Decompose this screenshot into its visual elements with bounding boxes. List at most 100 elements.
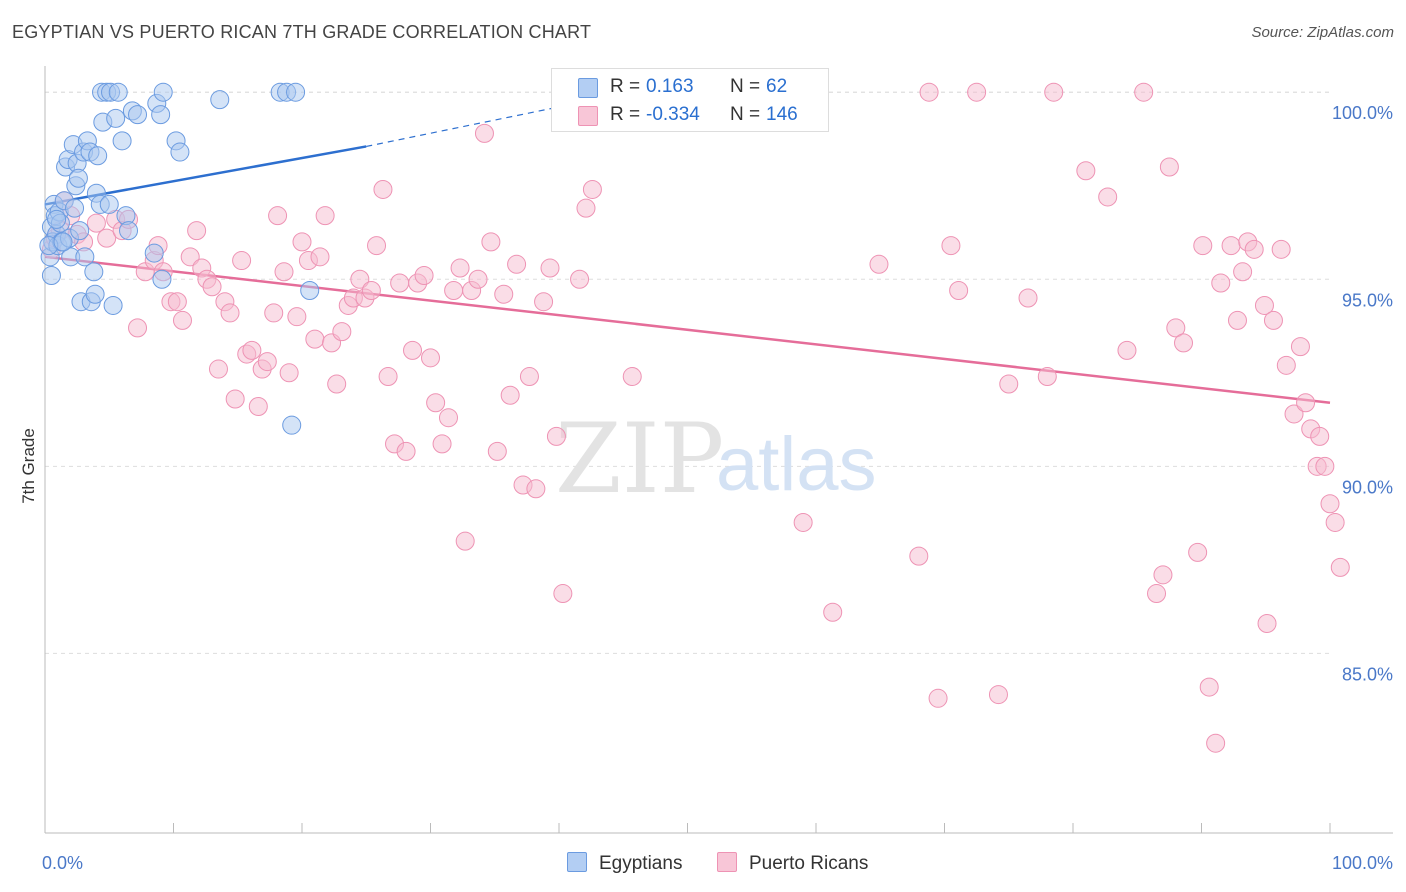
puerto-rican-point xyxy=(268,206,288,226)
puerto-rican-point xyxy=(287,307,307,327)
egyptian-point xyxy=(286,82,306,102)
puerto-rican-point xyxy=(1233,262,1253,282)
puerto-rican-point xyxy=(1263,310,1283,330)
puerto-rican-point xyxy=(390,273,410,293)
puerto-rican-point xyxy=(582,179,602,199)
egyptian-point xyxy=(84,262,104,282)
puerto-rican-point xyxy=(208,359,228,379)
puerto-rican-point xyxy=(1271,239,1291,259)
puerto-rican-point xyxy=(494,284,514,304)
puerto-rican-point xyxy=(919,82,939,102)
puerto-ricans-swatch xyxy=(578,106,598,126)
puerto-rican-point xyxy=(869,254,889,274)
puerto-rican-point xyxy=(519,367,539,387)
puerto-rican-point xyxy=(274,262,294,282)
puerto-rican-point xyxy=(823,602,843,622)
puerto-rican-point xyxy=(315,206,335,226)
puerto-rican-point xyxy=(570,269,590,289)
puerto-rican-point xyxy=(332,322,352,342)
source-label: Source: ZipAtlas.com xyxy=(1251,24,1394,41)
x-tick-label-min: 0.0% xyxy=(42,853,83,873)
puerto-rican-point xyxy=(232,251,252,271)
egyptian-point xyxy=(41,266,61,286)
x-tick-label-max: 100.0% xyxy=(1332,853,1393,873)
puerto-rican-point xyxy=(949,280,969,300)
legend-r-value: -0.334 xyxy=(646,104,700,125)
puerto-rican-point xyxy=(1330,557,1350,577)
puerto-rican-point xyxy=(1117,340,1137,360)
egyptian-point xyxy=(210,90,230,110)
puerto-rican-point xyxy=(264,303,284,323)
puerto-rican-point xyxy=(546,426,566,446)
egyptian-point xyxy=(88,146,108,166)
egyptian-point xyxy=(144,243,164,263)
puerto-rican-point xyxy=(432,434,452,454)
puerto-rican-point xyxy=(128,318,148,338)
puerto-rican-point xyxy=(1193,236,1213,256)
legend-row-puerto-ricans: R = -0.334 N = 146 xyxy=(552,101,828,129)
egyptian-point xyxy=(300,280,320,300)
egyptian-point xyxy=(112,131,132,151)
puerto-rican-point xyxy=(1174,333,1194,353)
data-points xyxy=(39,82,1350,753)
legend-r-value: 0.163 xyxy=(646,76,694,97)
puerto-rican-point xyxy=(1134,82,1154,102)
puerto-rican-point xyxy=(1276,355,1296,375)
puerto-rican-point xyxy=(180,247,200,267)
egyptian-point xyxy=(106,108,126,128)
legend-n-label: N = xyxy=(730,104,761,125)
egyptian-point xyxy=(75,247,95,267)
egyptian-point xyxy=(153,82,173,102)
puerto-rican-point xyxy=(909,546,929,566)
legend-r-label: R = xyxy=(610,104,641,125)
puerto-rican-point xyxy=(350,269,370,289)
egyptian-point xyxy=(103,295,123,315)
puerto-rican-point xyxy=(1325,512,1345,532)
puerto-rican-point xyxy=(468,269,488,289)
puerto-rican-point xyxy=(1244,239,1264,259)
y-tick-label: 100.0% xyxy=(1332,103,1393,123)
egyptians-swatch xyxy=(578,78,598,98)
chart-title: EGYPTIAN VS PUERTO RICAN 7TH GRADE CORRE… xyxy=(12,22,592,42)
puerto-rican-point xyxy=(928,688,948,708)
puerto-rican-point xyxy=(1153,565,1173,585)
puerto-rican-point xyxy=(421,348,440,368)
puerto-rican-point xyxy=(242,340,262,360)
egyptian-point xyxy=(99,194,119,214)
puerto-rican-point xyxy=(576,198,596,218)
puerto-rican-point xyxy=(487,441,507,461)
puerto-rican-point xyxy=(1254,295,1274,315)
puerto-rican-point xyxy=(172,310,192,330)
puerto-rican-point xyxy=(310,247,330,267)
puerto-rican-point xyxy=(1310,426,1330,446)
puerto-rican-point xyxy=(481,232,501,252)
puerto-rican-point xyxy=(534,292,554,312)
puerto-rican-point xyxy=(444,280,464,300)
puerto-rican-point xyxy=(450,258,470,278)
egyptian-point xyxy=(119,221,139,241)
puerto-rican-point xyxy=(500,385,520,405)
puerto-rican-point xyxy=(526,479,546,499)
watermark-atlas: atlas xyxy=(716,422,877,507)
egyptians-legend-label: Egyptians xyxy=(599,853,683,874)
puerto-rican-point xyxy=(1188,542,1208,562)
puerto-rican-point xyxy=(292,232,312,252)
puerto-rican-point xyxy=(1018,288,1038,308)
puerto-rican-point xyxy=(438,408,458,428)
y-tick-label: 85.0% xyxy=(1342,664,1393,684)
legend-n-label: N = xyxy=(730,76,761,97)
puerto-rican-point xyxy=(97,228,117,248)
axes xyxy=(44,66,1393,834)
puerto-rican-point xyxy=(403,340,423,360)
y-tick-label: 90.0% xyxy=(1342,477,1393,497)
puerto-rican-point xyxy=(793,512,813,532)
tick-labels: 85.0% 90.0% 95.0% 100.0% 0.0% 100.0% xyxy=(42,103,1393,873)
puerto-rican-point xyxy=(327,374,347,394)
puerto-rican-point xyxy=(396,441,416,461)
puerto-rican-point xyxy=(187,221,207,241)
grid-lines xyxy=(45,91,1330,654)
puerto-rican-point xyxy=(248,396,268,416)
egyptian-point xyxy=(282,415,302,435)
legend-n-value: 62 xyxy=(766,76,788,97)
